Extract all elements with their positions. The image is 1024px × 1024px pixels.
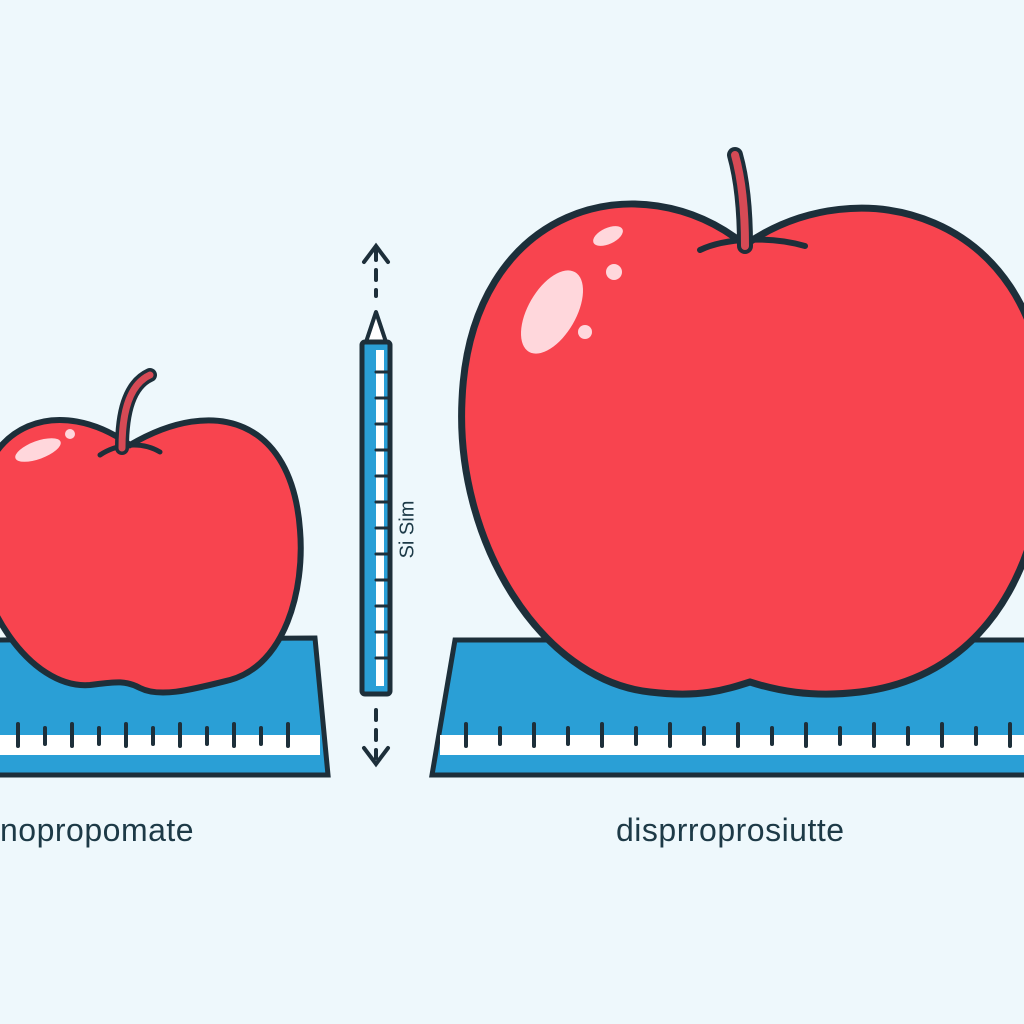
- ruler-label: Si Sim: [396, 500, 419, 559]
- right-caption: disprroprosiutte: [616, 812, 845, 848]
- right-ruler-ticks: [464, 722, 1012, 748]
- left-caption: nopropomate: [0, 812, 195, 848]
- vertical-ruler-icon: [359, 242, 393, 768]
- small-apple-icon: [0, 368, 304, 696]
- arrow-up-icon: [362, 242, 390, 298]
- arrow-down-icon: [362, 708, 390, 768]
- left-ruler-ticks: [16, 722, 290, 748]
- large-apple-icon: [458, 147, 1024, 698]
